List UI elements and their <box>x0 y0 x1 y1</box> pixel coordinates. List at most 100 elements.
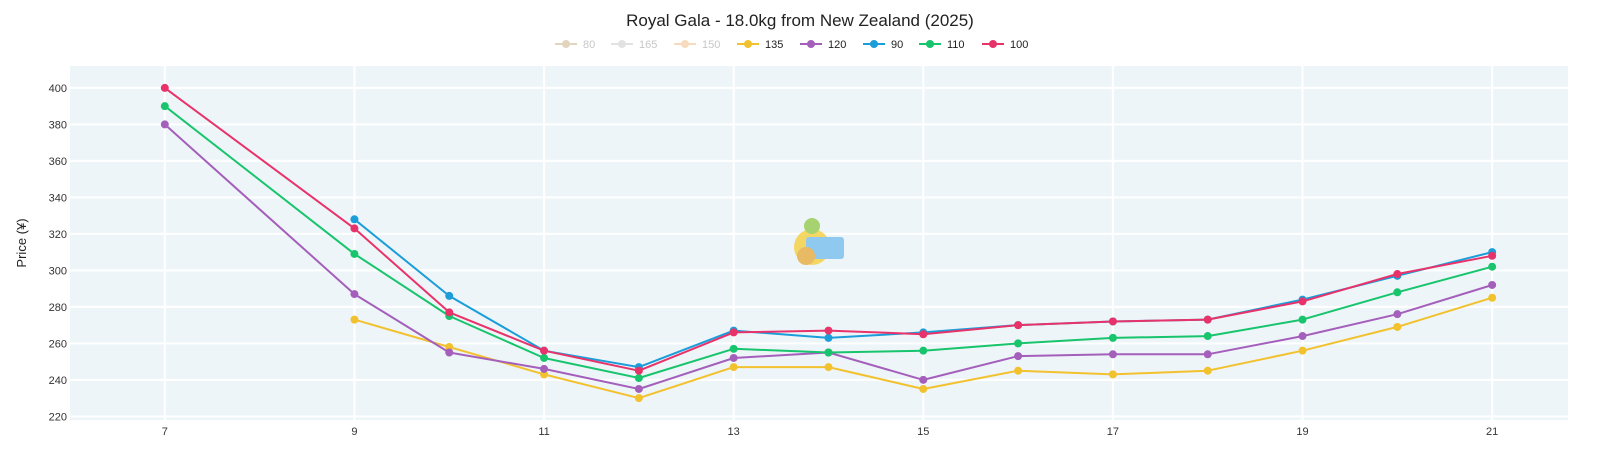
data-point[interactable] <box>1203 350 1212 359</box>
series-line <box>164 123 1493 390</box>
data-point[interactable] <box>1298 346 1307 355</box>
data-point[interactable] <box>350 224 359 233</box>
data-point[interactable] <box>350 315 359 324</box>
data-point[interactable] <box>1393 288 1402 297</box>
data-point[interactable] <box>1014 352 1023 361</box>
y-tick-label: 360 <box>49 156 67 168</box>
legend-item[interactable]: 80 <box>555 39 595 51</box>
data-point[interactable] <box>1014 366 1023 375</box>
data-point[interactable] <box>350 290 359 299</box>
data-point[interactable] <box>1014 321 1023 330</box>
data-point[interactable] <box>729 344 738 353</box>
data-point[interactable] <box>1298 297 1307 306</box>
data-point[interactable] <box>445 308 454 317</box>
x-tick-label: 13 <box>728 426 740 438</box>
data-point[interactable] <box>634 384 643 393</box>
data-point[interactable] <box>160 120 169 129</box>
data-point[interactable] <box>1108 370 1117 379</box>
legend-label: 165 <box>639 39 657 51</box>
data-point[interactable] <box>160 102 169 111</box>
series-100 <box>160 83 1497 375</box>
data-point[interactable] <box>824 363 833 372</box>
legend-label: 150 <box>702 39 720 51</box>
data-point[interactable] <box>445 348 454 357</box>
legend-item[interactable]: 100 <box>982 39 1028 51</box>
legend-swatch-marker <box>870 40 878 48</box>
legend-item[interactable]: 120 <box>800 39 846 51</box>
legend-swatch-marker <box>562 40 570 48</box>
data-point[interactable] <box>919 384 928 393</box>
legend-item[interactable]: 135 <box>737 39 783 51</box>
data-point[interactable] <box>1488 251 1497 260</box>
data-point[interactable] <box>1393 322 1402 331</box>
legend: 80 165 150 135 120 90 110 100 <box>555 39 1028 51</box>
data-point[interactable] <box>634 394 643 403</box>
legend-item[interactable]: 165 <box>611 39 657 51</box>
data-point[interactable] <box>445 343 454 352</box>
x-tick-label: 19 <box>1296 426 1308 438</box>
data-point[interactable] <box>1488 293 1497 302</box>
data-point[interactable] <box>919 346 928 355</box>
y-tick-label: 240 <box>49 375 67 387</box>
data-point[interactable] <box>729 328 738 337</box>
legend-label: 80 <box>583 39 595 51</box>
series-110 <box>160 102 1497 383</box>
series-line <box>164 105 1493 379</box>
data-point[interactable] <box>1203 366 1212 375</box>
x-tick-label: 11 <box>538 426 549 438</box>
data-point[interactable] <box>634 374 643 383</box>
data-point[interactable] <box>1108 333 1117 342</box>
data-point[interactable] <box>1298 315 1307 324</box>
y-tick-label: 260 <box>49 338 67 350</box>
data-point[interactable] <box>1203 332 1212 341</box>
y-axis: 220 240 260 280 300 320 340 360 380 400 <box>49 83 67 423</box>
data-point[interactable] <box>824 348 833 357</box>
legend-swatch-marker <box>744 40 752 48</box>
data-point[interactable] <box>729 363 738 372</box>
data-point[interactable] <box>919 330 928 339</box>
data-point[interactable] <box>1298 332 1307 341</box>
data-point[interactable] <box>350 215 359 224</box>
legend-label: 100 <box>1010 39 1028 51</box>
legend-item[interactable]: 90 <box>863 39 903 51</box>
data-point[interactable] <box>1393 270 1402 279</box>
data-point[interactable] <box>540 346 549 355</box>
y-tick-label: 300 <box>49 265 67 277</box>
data-point[interactable] <box>824 326 833 335</box>
x-tick-label: 21 <box>1486 426 1498 438</box>
data-point[interactable] <box>1203 315 1212 324</box>
data-point[interactable] <box>540 353 549 362</box>
y-tick-label: 400 <box>49 83 67 95</box>
data-point[interactable] <box>160 83 169 92</box>
y-tick-label: 340 <box>49 192 67 204</box>
y-tick-label: 220 <box>49 411 67 423</box>
data-point[interactable] <box>445 291 454 300</box>
legend-item[interactable]: 150 <box>674 39 720 51</box>
data-point[interactable] <box>729 353 738 362</box>
legend-item[interactable]: 110 <box>919 39 965 51</box>
x-tick-label: 17 <box>1107 426 1119 438</box>
legend-swatch-marker <box>926 40 934 48</box>
legend-label: 120 <box>828 39 846 51</box>
data-point[interactable] <box>1108 317 1117 326</box>
legend-swatch-marker <box>989 40 997 48</box>
data-point[interactable] <box>1108 350 1117 359</box>
chart-title: Royal Gala - 18.0kg from New Zealand (20… <box>626 11 974 30</box>
data-point[interactable] <box>824 333 833 342</box>
data-point[interactable] <box>919 375 928 384</box>
y-tick-label: 380 <box>49 119 67 131</box>
data-point[interactable] <box>1488 280 1497 289</box>
legend-label: 90 <box>891 39 903 51</box>
data-point[interactable] <box>350 249 359 258</box>
data-point[interactable] <box>1014 339 1023 348</box>
data-point[interactable] <box>540 364 549 373</box>
data-point[interactable] <box>1393 310 1402 319</box>
data-point[interactable] <box>540 370 549 379</box>
data-point[interactable] <box>634 366 643 375</box>
x-axis: 7 9 11 13 15 17 19 21 <box>162 426 1499 438</box>
x-tick-label: 9 <box>351 426 357 438</box>
data-point[interactable] <box>1488 262 1497 271</box>
y-axis-label: Price (¥) <box>14 218 29 267</box>
